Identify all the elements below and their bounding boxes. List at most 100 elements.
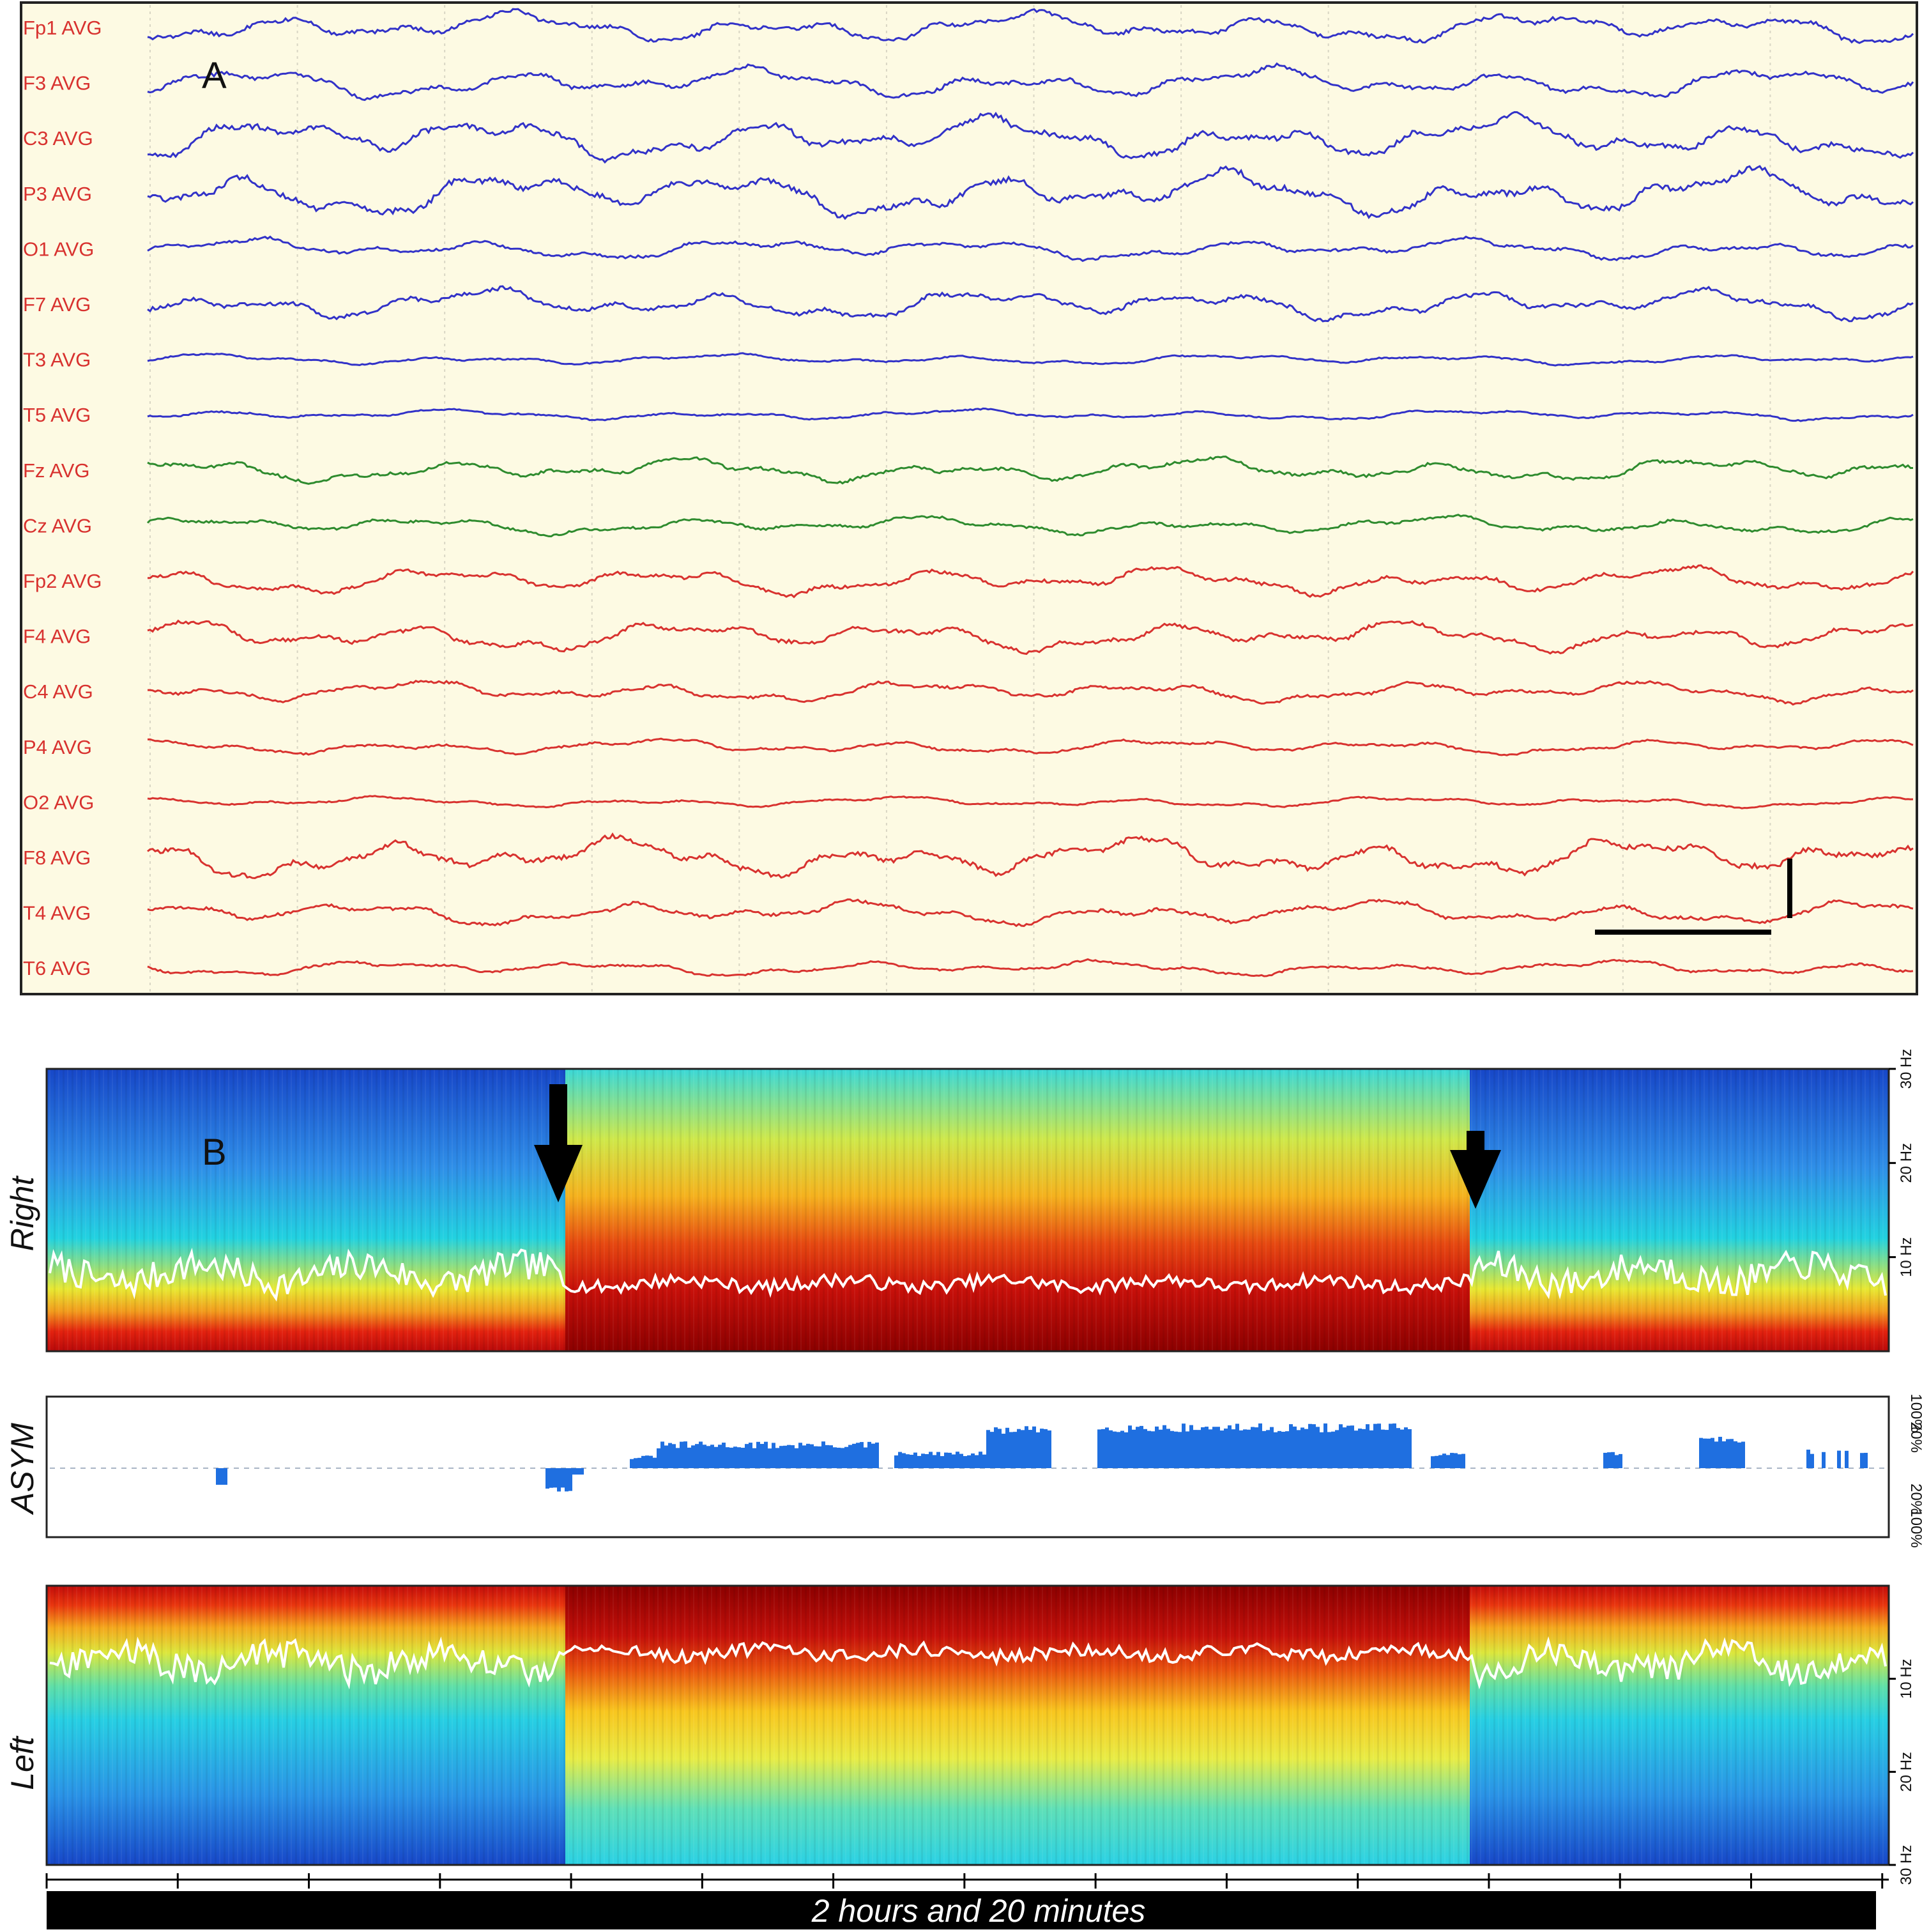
asym-bar — [898, 1452, 902, 1468]
eeg-traces — [146, 8, 1914, 977]
asym-bar — [1017, 1429, 1021, 1468]
asym-bar — [726, 1447, 729, 1468]
asym-bar — [1178, 1432, 1182, 1468]
asym-bar — [1404, 1427, 1408, 1468]
asym-bar — [1147, 1430, 1151, 1468]
asym-bar — [825, 1445, 829, 1468]
asym-bar — [802, 1445, 806, 1468]
asym-bar — [641, 1455, 645, 1468]
asym-bar — [818, 1446, 821, 1468]
asym-bar — [902, 1453, 906, 1468]
asym-bar — [867, 1441, 871, 1468]
asym-bar — [1025, 1426, 1028, 1468]
asym-bar — [1400, 1429, 1404, 1468]
asym-bar — [875, 1442, 879, 1468]
eeg-trace — [148, 679, 1914, 706]
frequency-tick-label: 30 Hz — [1898, 1049, 1915, 1089]
asym-bar — [1120, 1430, 1124, 1468]
asym-bar — [1247, 1429, 1251, 1468]
asym-bar — [1136, 1427, 1140, 1468]
asym-bar — [806, 1443, 810, 1468]
seizure-offset-arrow — [1450, 1131, 1501, 1209]
asym-bar — [998, 1429, 1002, 1468]
asym-bar — [1350, 1425, 1354, 1468]
asym-tick-label: 20% — [1907, 1483, 1922, 1514]
asym-bar — [1381, 1429, 1385, 1468]
asym-bar — [810, 1444, 814, 1468]
asym-bar — [783, 1445, 787, 1468]
asym-bar — [657, 1448, 660, 1468]
asym-bar — [1385, 1430, 1389, 1468]
asym-bar — [1346, 1425, 1350, 1468]
asym-bar — [1235, 1423, 1239, 1468]
asym-bar — [1615, 1455, 1619, 1468]
asym-bar — [1450, 1453, 1454, 1468]
asym-bar — [545, 1468, 549, 1489]
asym-bar — [1331, 1431, 1335, 1468]
asym-bar — [856, 1443, 860, 1468]
asym-bar — [1243, 1429, 1247, 1468]
eeg-trace — [147, 832, 1914, 880]
asym-bar — [1293, 1426, 1297, 1468]
asym-bar — [1304, 1429, 1308, 1468]
asym-bar — [733, 1446, 737, 1468]
left-frequency-ticks: 10 Hz 20 Hz 30 Hz — [1889, 1659, 1915, 1885]
right-label: Right — [4, 1176, 40, 1252]
asym-tick-label: 20% — [1907, 1422, 1922, 1453]
asym-bar — [990, 1432, 994, 1468]
asym-bar — [764, 1441, 768, 1468]
asym-bar — [549, 1468, 553, 1488]
asym-bar — [768, 1448, 772, 1468]
asym-tick-label: 100% — [1907, 1508, 1922, 1547]
eeg-trace — [147, 456, 1913, 485]
asym-bar — [829, 1445, 833, 1468]
asym-bar — [1806, 1449, 1810, 1468]
asym-bar — [645, 1455, 649, 1468]
asym-bar — [1316, 1427, 1320, 1468]
asym-bar — [971, 1453, 975, 1468]
asym-bar — [653, 1457, 657, 1468]
asym-bar — [737, 1447, 741, 1468]
asym-bar — [913, 1452, 917, 1468]
frequency-tick-label: 20 Hz — [1898, 1752, 1915, 1792]
asym-bar — [933, 1455, 936, 1468]
asym-bar — [1354, 1430, 1358, 1468]
eeg-gridlines — [149, 5, 1771, 992]
asym-bar — [929, 1452, 933, 1468]
asym-bar — [1281, 1431, 1285, 1468]
asym-bar — [1209, 1429, 1212, 1468]
asym-bar — [1197, 1430, 1201, 1468]
asym-bar — [1377, 1423, 1381, 1468]
asym-bar — [676, 1448, 680, 1468]
asym-bar — [798, 1443, 802, 1468]
asym-bar — [1438, 1455, 1442, 1468]
eeg-channel-label: Cz AVG — [23, 514, 92, 537]
eeg-channel-label: O1 AVG — [23, 238, 94, 260]
asym-bar — [1117, 1432, 1120, 1468]
asym-bar — [1124, 1432, 1128, 1468]
asym-bar — [787, 1445, 791, 1468]
asym-bar — [1358, 1428, 1362, 1468]
asym-bar — [1461, 1453, 1465, 1468]
time-axis: 2 hours and 20 minutes — [45, 1873, 1889, 1929]
asym-bar — [668, 1443, 672, 1468]
asym-bar — [1323, 1423, 1327, 1468]
asym-bar — [841, 1448, 844, 1468]
eeg-channel-label: C3 AVG — [23, 127, 93, 150]
asym-bar — [1300, 1427, 1304, 1468]
eeg-trace — [147, 235, 1914, 263]
asym-bar — [821, 1441, 825, 1468]
asym-bar — [729, 1447, 733, 1468]
asym-bar — [576, 1468, 580, 1475]
asym-bar — [714, 1446, 718, 1468]
asym-bar — [1205, 1427, 1209, 1468]
asym-bar — [680, 1441, 683, 1468]
asym-bar — [1128, 1425, 1132, 1468]
asym-bar — [1097, 1429, 1101, 1468]
asym-bar — [1837, 1450, 1841, 1468]
asym-bar — [1005, 1427, 1009, 1468]
eeg-trace — [147, 285, 1914, 323]
asym-bar — [1320, 1432, 1323, 1468]
asym-bar — [921, 1453, 925, 1468]
